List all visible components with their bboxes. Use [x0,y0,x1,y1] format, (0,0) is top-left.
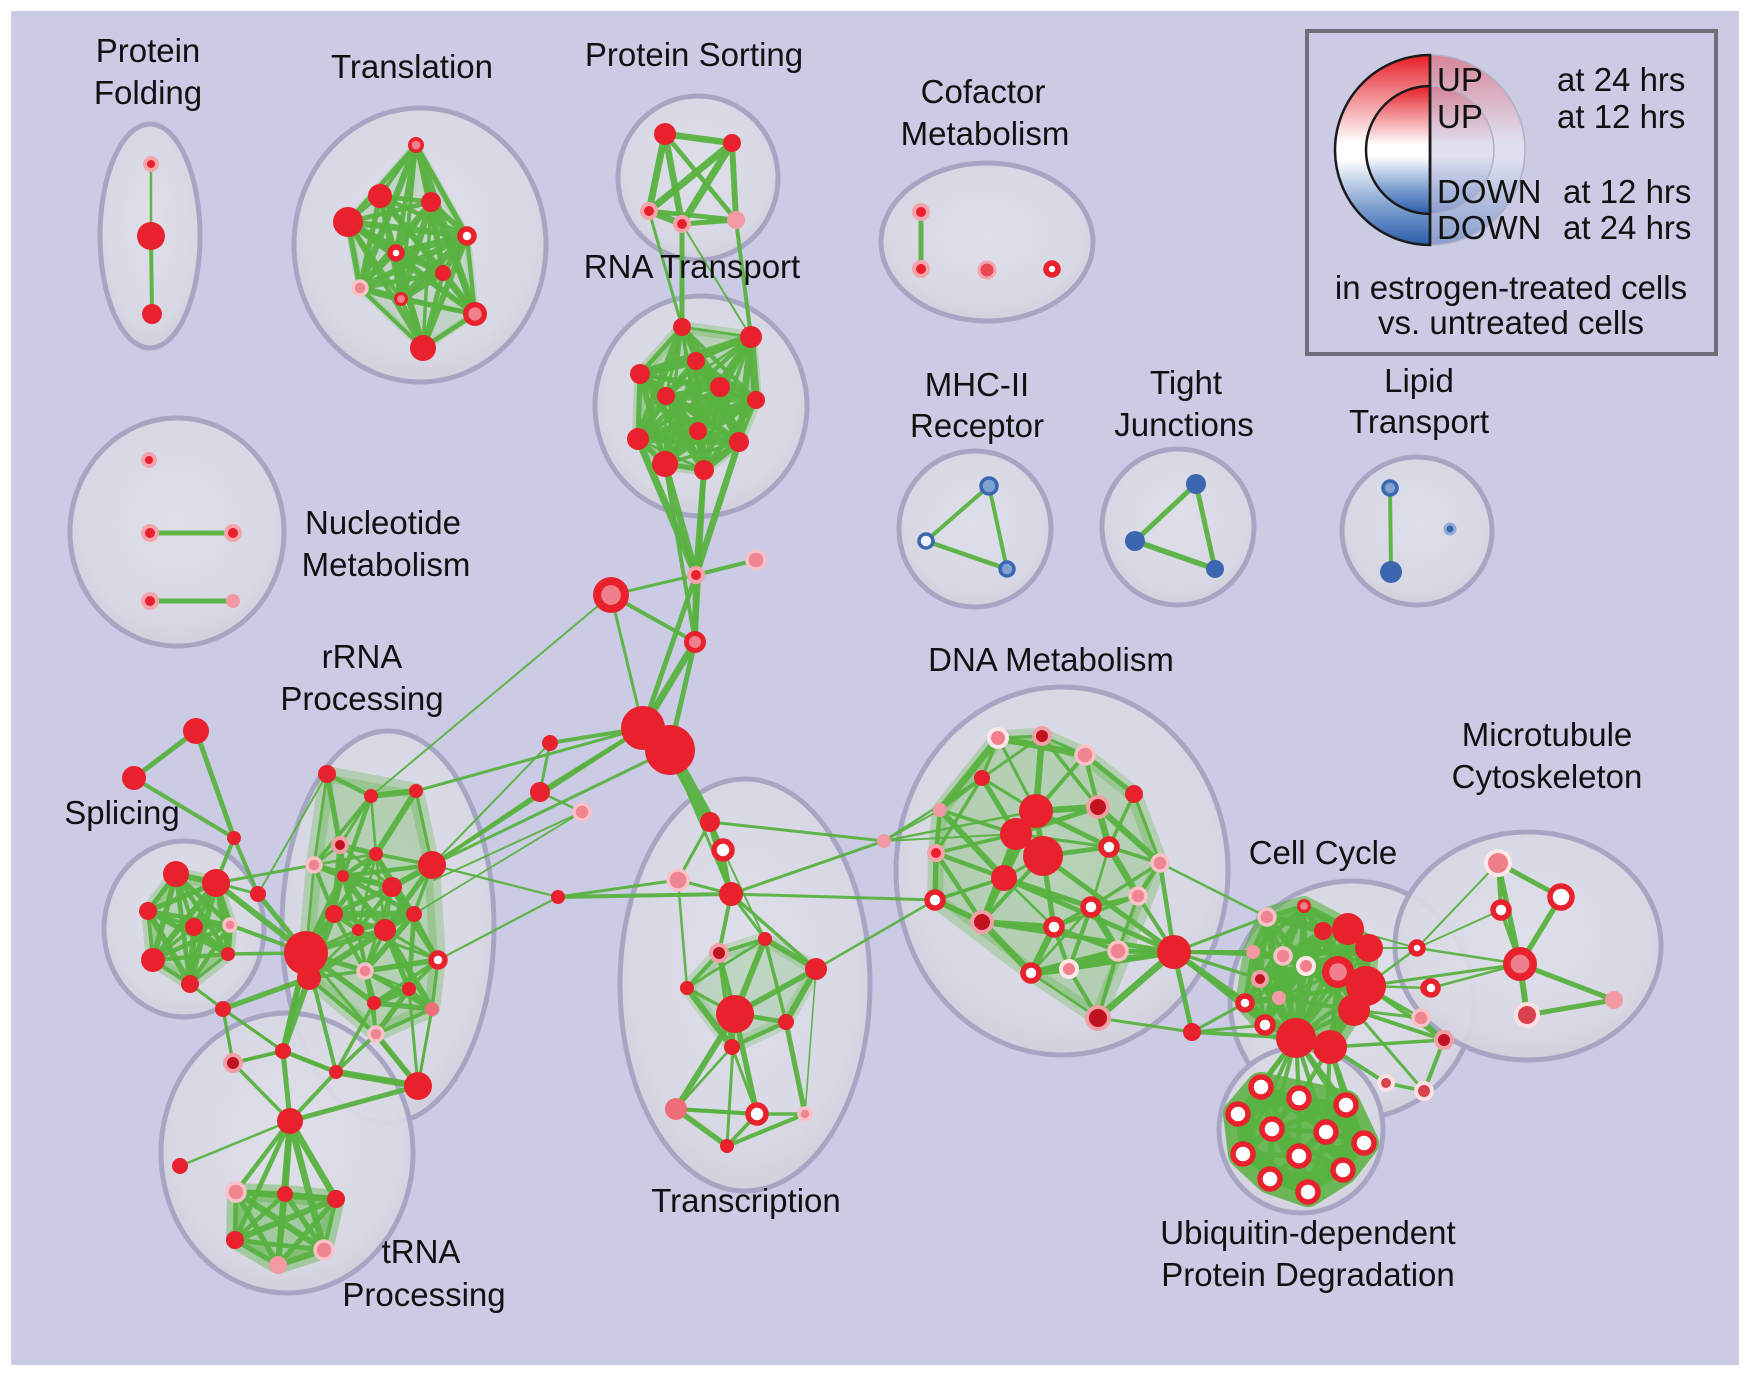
svg-text:Translation: Translation [331,48,493,85]
svg-text:Metabolism: Metabolism [302,546,471,583]
svg-text:DNA Metabolism: DNA Metabolism [928,641,1174,678]
svg-text:Cofactor: Cofactor [921,73,1046,110]
svg-text:Transcription: Transcription [651,1182,841,1219]
svg-text:Protein: Protein [96,32,201,69]
svg-text:Receptor: Receptor [910,407,1044,444]
svg-text:Splicing: Splicing [64,794,180,831]
svg-text:Processing: Processing [342,1276,505,1313]
svg-text:at 24 hrs: at 24 hrs [1563,209,1691,246]
svg-text:Tight: Tight [1150,364,1222,401]
svg-text:Lipid: Lipid [1384,362,1454,399]
svg-text:Processing: Processing [280,680,443,717]
svg-text:UP: UP [1437,98,1483,135]
svg-text:UP: UP [1437,61,1483,98]
svg-text:MHC-II: MHC-II [925,366,1029,403]
svg-text:vs. untreated cells: vs. untreated cells [1378,304,1644,341]
svg-text:Microtubule: Microtubule [1462,716,1633,753]
svg-text:Protein Sorting: Protein Sorting [585,36,803,73]
svg-text:Protein Degradation: Protein Degradation [1161,1256,1455,1293]
svg-text:at 24 hrs: at 24 hrs [1557,61,1685,98]
svg-text:DOWN: DOWN [1437,173,1541,210]
svg-text:DOWN: DOWN [1437,209,1541,246]
svg-text:Cytoskeleton: Cytoskeleton [1452,758,1643,795]
svg-text:tRNA: tRNA [382,1233,461,1270]
svg-text:Metabolism: Metabolism [901,115,1070,152]
svg-text:Nucleotide: Nucleotide [305,504,461,541]
svg-text:Folding: Folding [94,74,202,111]
svg-text:Junctions: Junctions [1114,406,1253,443]
svg-text:Ubiquitin-dependent: Ubiquitin-dependent [1160,1214,1455,1251]
svg-text:RNA Transport: RNA Transport [584,248,800,285]
svg-text:Cell Cycle: Cell Cycle [1249,834,1398,871]
svg-text:Transport: Transport [1349,403,1489,440]
svg-text:at 12 hrs: at 12 hrs [1557,98,1685,135]
svg-text:rRNA: rRNA [322,638,403,675]
svg-text:in estrogen-treated cells: in estrogen-treated cells [1335,269,1687,306]
svg-text:at 12 hrs: at 12 hrs [1563,173,1691,210]
